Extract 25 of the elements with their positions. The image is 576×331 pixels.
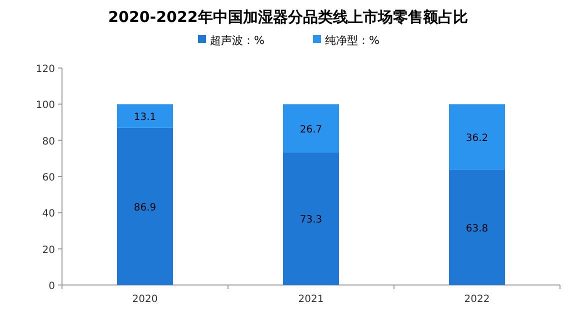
x-tick-label: 2021: [298, 294, 324, 305]
data-label: 86.9: [134, 202, 156, 214]
legend-label: 纯净型：%: [325, 34, 380, 47]
y-tick-label: 0: [48, 281, 55, 292]
bar: [117, 104, 173, 128]
y-tick-label: 100: [36, 100, 55, 112]
legend-label: 超声波：%: [210, 34, 264, 47]
x-tick-label: 2022: [464, 294, 490, 305]
bar: [283, 152, 339, 285]
x-tick-label: 2020: [132, 294, 158, 305]
y-tick-label: 80: [42, 136, 55, 148]
y-tick-label: 40: [42, 208, 55, 220]
bar: [449, 170, 505, 285]
data-label: 36.2: [466, 132, 488, 144]
y-tick-label: 60: [42, 172, 55, 184]
y-tick-label: 20: [42, 244, 55, 256]
bar: [283, 104, 339, 152]
chart-title: 2020-2022年中国加湿器分品类线上市场零售额占比: [108, 8, 468, 26]
data-label: 26.7: [300, 124, 322, 136]
data-label: 63.8: [466, 223, 488, 234]
data-label: 73.3: [300, 214, 322, 226]
data-label: 13.1: [134, 112, 156, 124]
bar: [449, 104, 505, 170]
bar: [117, 128, 173, 285]
y-tick-label: 120: [36, 64, 55, 75]
